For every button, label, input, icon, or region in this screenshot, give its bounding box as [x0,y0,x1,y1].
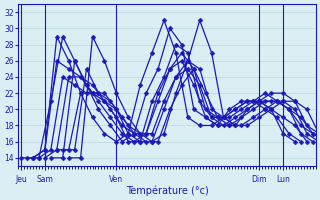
X-axis label: Température (°c): Température (°c) [125,185,208,196]
